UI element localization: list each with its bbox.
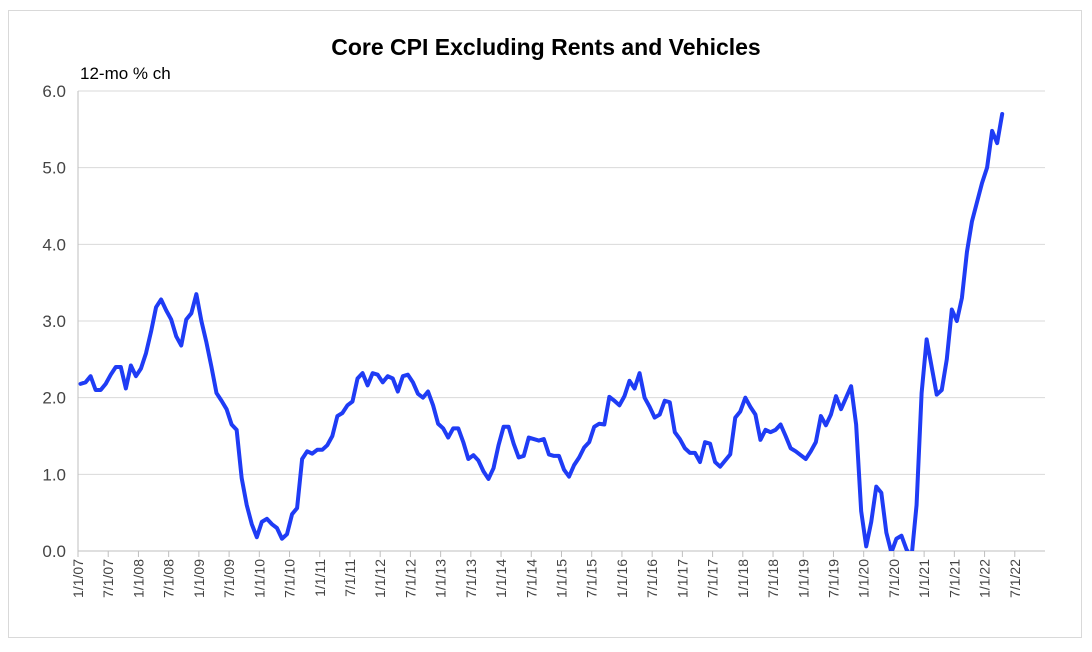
x-tick-label: 1/1/19	[795, 559, 811, 598]
x-tick-label: 7/1/12	[402, 559, 418, 598]
x-tick-label: 1/1/08	[130, 559, 146, 598]
x-tick-label: 7/1/17	[705, 559, 721, 598]
x-tick-label: 1/1/21	[916, 559, 932, 598]
x-tick-label: 1/1/13	[433, 559, 449, 598]
x-tick-label: 7/1/19	[825, 559, 841, 598]
y-tick-label: 1.0	[42, 465, 66, 484]
x-tick-label: 7/1/14	[523, 559, 539, 598]
x-tick-label: 1/1/22	[977, 559, 993, 598]
x-tick-label: 1/1/17	[674, 559, 690, 598]
x-tick-label: 1/1/15	[554, 559, 570, 598]
x-tick-label: 7/1/22	[1007, 559, 1023, 598]
y-tick-label: 5.0	[42, 159, 66, 178]
x-tick-label: 1/1/20	[856, 559, 872, 598]
x-tick-label: 1/1/12	[372, 559, 388, 598]
x-tick-label: 7/1/07	[100, 559, 116, 598]
x-tick-label: 7/1/09	[221, 559, 237, 598]
x-tick-label: 7/1/08	[161, 559, 177, 598]
x-tick-label: 1/1/14	[493, 559, 509, 598]
x-tick-label: 7/1/21	[946, 559, 962, 598]
x-tick-label: 7/1/11	[342, 559, 358, 597]
x-tick-label: 7/1/18	[765, 559, 781, 598]
y-tick-label: 2.0	[42, 389, 66, 408]
chart-title: Core CPI Excluding Rents and Vehicles	[331, 34, 761, 60]
x-tick-label: 1/1/07	[70, 559, 86, 598]
x-tick-label: 7/1/10	[282, 559, 298, 598]
x-tick-label: 7/1/16	[644, 559, 660, 598]
y-tick-label: 0.0	[42, 542, 66, 561]
y-axis-unit-label: 12-mo % ch	[80, 64, 171, 83]
series-line	[78, 112, 1005, 551]
x-tick-label: 1/1/16	[614, 559, 630, 598]
x-tick-label: 1/1/10	[251, 559, 267, 598]
x-tick-label: 1/1/18	[735, 559, 751, 598]
y-tick-label: 3.0	[42, 312, 66, 331]
x-tick-label: 1/1/09	[191, 559, 207, 598]
x-tick-label: 1/1/11	[312, 559, 328, 597]
x-tick-label: 7/1/20	[886, 559, 902, 598]
y-tick-label: 6.0	[42, 82, 66, 101]
x-tick-label: 7/1/15	[584, 559, 600, 598]
x-tick-label: 7/1/13	[463, 559, 479, 598]
y-tick-label: 4.0	[42, 235, 66, 254]
